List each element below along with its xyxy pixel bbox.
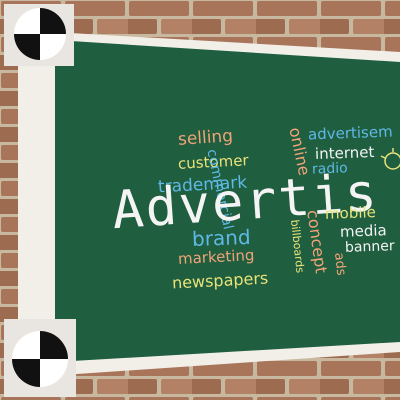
word-media: media	[339, 221, 388, 241]
word-mobile: mobile	[324, 203, 377, 223]
word-advertisement: advertisem	[307, 122, 393, 144]
word-selling: selling	[177, 126, 234, 150]
word-marketing: marketing	[177, 246, 255, 268]
calibration-marker-top	[4, 4, 74, 66]
word-banner: banner	[344, 238, 395, 256]
calibration-marker-bottom	[4, 319, 76, 397]
lightbulb-doodle	[380, 148, 400, 170]
